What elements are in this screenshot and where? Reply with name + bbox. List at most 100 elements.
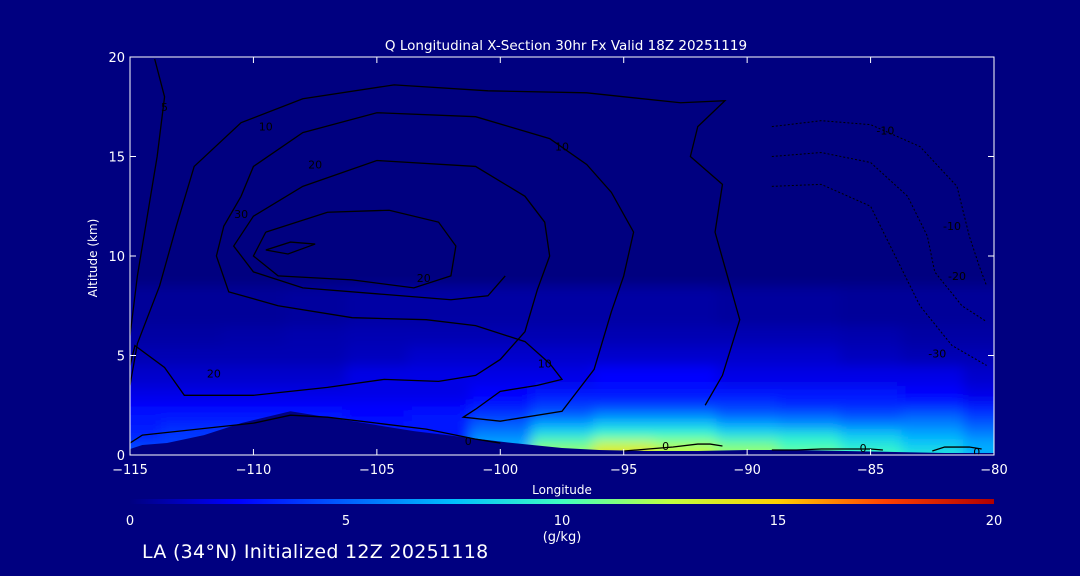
heatmap-cell [901,440,964,451]
x-axis: −115 −110 −105 −100 −95 −90 −85 −80 [112,57,1008,478]
colorbar-ticks: 0 5 10 15 20 [126,514,1002,529]
heatmap-cell [407,345,470,366]
x-tick-label: −90 [733,463,760,478]
colorbar-label: (g/kg) [543,530,582,545]
contour-line [771,183,987,366]
contour-line [932,446,982,452]
heatmap-cell [160,430,224,441]
heatmap-cell [531,400,594,411]
heatmap-cell [284,285,347,327]
heatmap-cell [839,325,902,347]
x-tick-label: −100 [482,463,518,478]
heatmap-cell [901,385,964,401]
heatmap-cell [469,400,532,411]
heatmap-cell [407,420,470,431]
heatmap-cell [531,430,594,441]
heatmap-cell [778,440,841,451]
heatmap-cell [284,325,347,347]
contour-label: 10 [259,121,273,134]
contour-line [771,120,988,287]
contour-label: -10 [876,125,894,138]
contour-line [130,58,166,336]
heatmap-cell [716,400,779,411]
plot-area: 0 0 0 0 5 10 10 10 20 20 20 30 -10 -10 -20 -30 [129,56,995,456]
heatmap-cell [531,285,594,327]
contour-line [265,241,316,255]
x-tick-label: −115 [112,463,148,478]
colorbar-tick-label: 0 [126,514,134,529]
heatmap-cell [222,400,285,411]
heatmap-cell [839,285,902,327]
contour-label: 5 [161,101,168,114]
y-axis-label: Altitude (km) [86,219,100,298]
heatmap-cell [592,410,656,421]
heatmap-cell [839,430,902,441]
heatmap-cell [963,325,994,347]
heatmap-cell [222,385,285,401]
heatmap-cell [592,400,656,411]
colorbar-bar [130,499,994,504]
heatmap-cell [778,365,841,386]
heatmap-cell [160,325,224,347]
heatmap-cell [963,365,994,386]
heatmap-cell [716,325,779,347]
heatmap-cell [592,285,656,327]
heatmap-cell [407,410,470,421]
heatmap-cell [901,450,964,455]
y-tick-label: 0 [117,449,125,464]
heatmap-cell [716,420,779,431]
heatmap-cell [160,385,224,401]
heatmap-cell [778,325,841,347]
contour-line [130,414,501,444]
heatmap-cell [716,410,779,421]
heatmap-cell [654,345,717,366]
heatmap-cell [901,285,964,327]
colorbar-tick-label: 20 [986,514,1003,529]
heatmap-cell [346,400,409,411]
y-axis: 0 5 10 15 20 [108,51,994,464]
contour-lines: 0 0 0 0 5 10 10 10 20 20 20 30 -10 -10 -20 -30 [130,58,988,455]
heatmap-cell [778,410,841,421]
heatmap-cell [654,385,717,401]
heatmap-cell [839,410,902,421]
heatmap-cell [160,365,224,386]
heatmap-cell [716,365,779,386]
heatmap-cell [346,410,409,421]
heatmap-cell [592,365,656,386]
heatmap-cell [839,385,902,401]
heatmap-cell [130,400,162,411]
contour-label: -30 [928,348,946,361]
heatmap-cell [469,325,532,347]
heatmap-cell [901,400,964,411]
heatmap-cell [963,410,994,421]
heatmap-cell [716,285,779,327]
heatmap-cell [654,365,717,386]
heatmap-cell [469,420,532,431]
contour-label: 20 [417,272,431,285]
heatmap-cell [654,430,717,441]
heatmap-cell [839,365,902,386]
contour-label: 30 [234,208,248,221]
heatmap-cell [778,420,841,431]
chart-title: Q Longitudinal X-Section 30hr Fx Valid 1… [385,38,747,54]
heatmap-cell [130,345,162,366]
heatmap-cell [346,365,409,386]
heatmap-cell [160,420,224,431]
heatmap-cell [407,385,470,401]
heatmap-cell [160,410,224,421]
contour-line [215,112,635,422]
heatmap-cell [654,400,717,411]
heatmap-cell [346,385,409,401]
y-tick-label: 20 [108,51,125,66]
heatmap-cell [531,410,594,421]
heatmap-cell [592,385,656,401]
heatmap-cell [716,345,779,366]
heatmap-cell [963,430,994,441]
colorbar-tick-label: 5 [342,514,350,529]
heatmap-cell [130,420,162,431]
heatmap-cell [469,410,532,421]
heatmap-cell [592,430,656,441]
footer-caption: LA (34°N) Initialized 12Z 20251118 [142,541,489,563]
heatmap-cell [469,285,532,327]
